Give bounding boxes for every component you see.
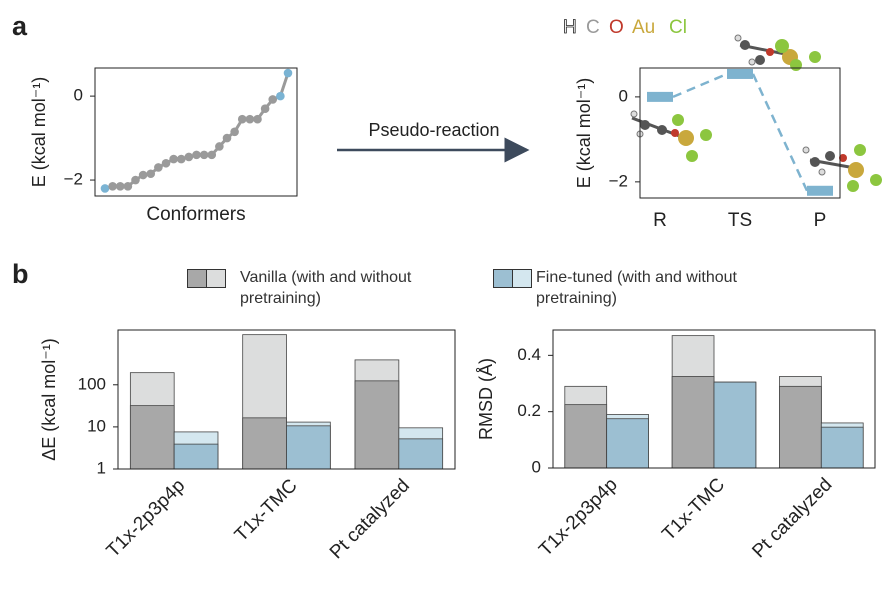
bar — [286, 425, 331, 470]
legend-label: Fine-tuned (with and without pretraining… — [536, 269, 737, 307]
x-axis-label: Conformers — [146, 204, 245, 225]
conformer-point — [199, 150, 209, 160]
y-tick-label: 0 — [74, 86, 83, 105]
y-axis-label: E (kcal mol⁻¹) — [574, 78, 594, 189]
legend-label: Vanilla (with and without pretraining) — [240, 269, 412, 307]
panel-label: a — [12, 11, 28, 41]
y-tick-label: 100 — [78, 374, 106, 393]
bar — [242, 417, 287, 470]
molecule — [734, 34, 821, 71]
bar — [173, 443, 219, 470]
bar — [671, 376, 715, 469]
conformer-point — [245, 114, 255, 124]
x-tick-label: Pt catalyzed — [748, 474, 836, 562]
legend-swatch — [206, 269, 226, 288]
plot-frame — [117, 329, 456, 470]
x-tick-label: Pt catalyzed — [326, 475, 414, 563]
plot-frame — [639, 67, 841, 199]
x-tick-label: T1x-TMC — [231, 475, 302, 546]
bar — [398, 438, 444, 470]
conformer-point — [237, 114, 247, 124]
conformer-point — [146, 169, 156, 179]
atom-legend-label: O — [609, 17, 624, 38]
y-tick-label: −2 — [609, 171, 628, 190]
y-tick-label: 0 — [532, 457, 541, 476]
energy-level — [647, 91, 673, 102]
panel-label: b — [12, 259, 29, 289]
atom-legend-label: C — [586, 17, 600, 38]
conformer-point — [108, 182, 117, 191]
conformer-point — [192, 150, 201, 160]
conformer-point — [138, 170, 148, 180]
bar — [606, 418, 649, 469]
x-tick-label: T1x-2p3p4p — [535, 474, 622, 561]
legend-swatch — [493, 269, 513, 288]
x-tick-label: T1x-TMC — [658, 474, 729, 545]
conformer-point — [115, 182, 125, 191]
conformer-point — [184, 152, 194, 162]
conformer-point — [268, 95, 278, 104]
conformer-point — [154, 163, 163, 172]
conformer-point — [161, 158, 171, 168]
y-tick-label: 0.2 — [517, 401, 541, 420]
conformer-point — [222, 133, 232, 143]
bar — [779, 385, 822, 469]
y-tick-label: 0.4 — [517, 345, 541, 364]
y-axis-label: RMSD (Å) — [476, 358, 496, 440]
x-tick-label: P — [814, 210, 827, 231]
y-tick-label: 1 — [97, 458, 106, 477]
bar — [354, 380, 400, 470]
pathway-connector — [751, 73, 809, 192]
conformer-point — [215, 142, 224, 151]
conformer-point — [169, 154, 178, 164]
arrow-label: Pseudo-reaction — [368, 120, 499, 140]
bar — [129, 405, 175, 470]
x-tick-label: R — [653, 210, 667, 231]
y-tick-label: 10 — [87, 416, 106, 435]
legend-swatch — [187, 269, 207, 288]
conformer-point — [123, 182, 133, 191]
conformer-point — [100, 184, 110, 193]
pathway-connector — [672, 72, 728, 99]
bar — [713, 381, 757, 469]
y-axis-label: E (kcal mol⁻¹) — [29, 77, 49, 188]
y-tick-label: 0 — [619, 86, 628, 105]
conformer-point — [260, 104, 270, 114]
energy-level — [727, 68, 753, 79]
conformer-point — [131, 175, 140, 185]
y-tick-label: −2 — [64, 170, 83, 189]
x-tick-label: TS — [728, 210, 752, 231]
conformer-point — [283, 68, 293, 78]
plot-frame — [552, 329, 876, 469]
x-tick-label: T1x-2p3p4p — [103, 475, 190, 562]
energy-level — [807, 185, 833, 196]
legend-swatch — [512, 269, 532, 288]
bar — [820, 426, 864, 469]
conformer-line — [104, 72, 290, 190]
conformer-point — [176, 154, 186, 164]
atom-legend-label: Cl — [669, 17, 687, 38]
conformer-point — [276, 91, 285, 101]
molecule — [802, 144, 882, 192]
atom-legend-label: Au — [632, 17, 655, 38]
plot-frame — [94, 67, 298, 197]
molecule — [630, 110, 712, 162]
conformer-point — [207, 150, 217, 160]
bar — [564, 404, 608, 469]
atom-legend-label: H — [563, 17, 577, 38]
y-axis-label: ΔE (kcal mol⁻¹) — [39, 338, 59, 461]
conformer-point — [253, 114, 262, 124]
conformer-point — [230, 127, 239, 137]
